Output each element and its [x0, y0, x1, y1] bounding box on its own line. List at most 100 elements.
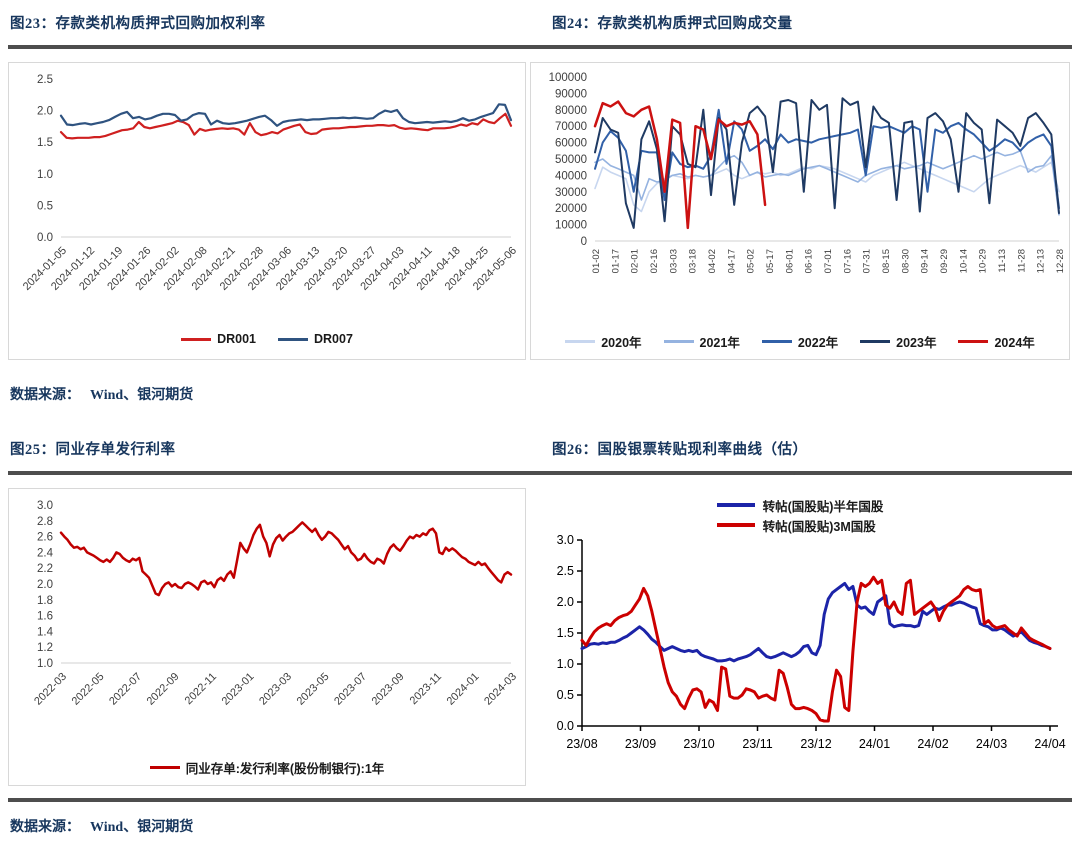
fig24-chart: 0 10000 20000 30000 40000 50000 60000 70000 8000…	[549, 72, 1066, 273]
y-tick-label: 20000	[555, 203, 587, 215]
y-tick-label: 0.0	[557, 719, 574, 733]
y-tick-label: 2.8	[37, 516, 53, 528]
fig24-panel: 0 10000 20000 30000 40000 50000 60000 70000 8000…	[530, 62, 1070, 360]
series-line-转帖(国股贴)3M国股	[580, 575, 1052, 723]
legend-item: 2021年	[663, 332, 740, 351]
y-tick-label: 1.5	[37, 137, 53, 149]
y-tick-label: 70000	[555, 121, 587, 133]
y-tick-label: 2.0	[37, 579, 53, 591]
y-tick-label: 2.0	[557, 595, 574, 609]
legend-label: DR007	[314, 332, 353, 346]
series-line-2024年	[593, 100, 767, 230]
legend-item: 2023年	[860, 332, 936, 351]
x-tick-label: 01-17	[610, 249, 621, 273]
x-tick-label: 2023-01	[220, 671, 257, 708]
legend-label: DR001	[217, 332, 256, 346]
x-tick-label: 24/02	[917, 737, 948, 751]
source-value: Wind、银河期货	[90, 820, 194, 835]
legend-label: 转帖(国股贴)半年国股	[762, 499, 884, 514]
y-tick-label: 2.5	[557, 564, 574, 578]
source-label: 数据来源：	[10, 388, 80, 403]
x-tick-label: 23/10	[683, 737, 714, 751]
legend-label: 2021年	[699, 336, 740, 350]
y-tick-label: 1.0	[37, 169, 53, 181]
x-tick-label: 08-30	[900, 249, 911, 273]
fig25-chart: 1.0 1.2 1.4 1.6 1.8 2.0 2.2 2.4 2.6 2.8 3.0 2022-03…	[32, 500, 519, 708]
y-tick-label: 1.8	[37, 595, 53, 607]
legend-line-swatch	[958, 340, 989, 343]
legend-line-swatch	[181, 337, 212, 341]
x-tick-label: 23/08	[566, 737, 597, 751]
x-tick-label: 2024-01	[445, 671, 482, 708]
x-tick-label: 2023-11	[408, 671, 444, 707]
y-tick-label: 30000	[555, 187, 587, 199]
fig26-legend-wrap: 转帖(国股贴)半年国股 转帖(国股贴)3M国股	[530, 490, 1070, 534]
fig26-legend: 转帖(国股贴)半年国股 转帖(国股贴)3M国股	[716, 496, 884, 535]
charts-row-2: 1.0 1.2 1.4 1.6 1.8 2.0 2.2 2.4 2.6 2.8 3.0 2022-03…	[8, 488, 1072, 786]
y-tick-label: 90000	[555, 88, 587, 100]
x-tick-label: 06-01	[784, 249, 795, 273]
x-tick-label: 04-17	[726, 249, 737, 273]
fig23-title: 图23：存款类机构质押式回购加权利率	[10, 16, 266, 32]
legend-item: 2022年	[761, 332, 839, 351]
x-tick-label: 2023-05	[295, 671, 332, 708]
fig24-title: 图24：存款类机构质押式回购成交量	[552, 16, 793, 32]
y-tick-label: 1.4	[37, 626, 54, 638]
legend-item: 2020年	[565, 332, 642, 351]
y-tick-label: 1.6	[37, 611, 53, 623]
y-tick-label: 0.5	[37, 200, 53, 212]
x-tick-label: 09-14	[920, 249, 931, 273]
fig25-legend: 同业存单:发行利率(股份制银行):1年	[9, 758, 525, 777]
x-tick-label: 24/01	[859, 737, 890, 751]
legend-line-swatch	[761, 340, 792, 343]
x-tick-label: 07-16	[842, 249, 853, 273]
y-tick-label: 2.4	[37, 547, 54, 559]
x-tick-label: 05-17	[765, 249, 776, 273]
series-line-DR001	[59, 112, 513, 140]
x-tick-label: 2022-05	[70, 671, 107, 708]
x-tick-label: 02-16	[649, 249, 660, 273]
x-tick-label: 24/04	[1034, 737, 1065, 751]
section-divider-bottom	[8, 798, 1072, 802]
section-divider-top	[8, 45, 1072, 49]
x-tick-label: 03-18	[688, 249, 699, 273]
legend-line-swatch	[716, 503, 755, 507]
fig26-title: 图26：国股银票转贴现利率曲线（估）	[552, 442, 808, 458]
fig25-panel: 1.0 1.2 1.4 1.6 1.8 2.0 2.2 2.4 2.6 2.8 3.0 2022-03…	[8, 488, 526, 786]
series-line-2021年	[594, 150, 1060, 216]
x-tick-label: 08-15	[881, 249, 892, 273]
x-tick-label: 11-13	[997, 249, 1008, 273]
charts-row-1: 0.0 0.5 1.0 1.5 2.0 2.5 2024-01-05 2024-01-12 20…	[8, 62, 1072, 360]
y-tick-label: 1.2	[37, 642, 53, 654]
legend-label: 2023年	[896, 336, 937, 350]
fig23-panel: 0.0 0.5 1.0 1.5 2.0 2.5 2024-01-05 2024-01-12 20…	[8, 62, 526, 360]
y-tick-label: 2.6	[37, 532, 53, 544]
legend-label: 2022年	[797, 336, 839, 350]
x-tick-label: 2023-09	[370, 671, 407, 708]
legend-item: DR001	[181, 332, 256, 346]
x-tick-label: 03-03	[668, 249, 679, 273]
fig25-title: 图25：同业存单发行利率	[10, 442, 176, 458]
y-tick-label: 1.0	[37, 658, 53, 670]
x-tick-label: 11-28	[1016, 249, 1027, 273]
fig23-legend: DR001 DR007	[9, 332, 525, 346]
x-tick-label: 02-01	[630, 249, 641, 273]
legend-line-swatch	[716, 523, 755, 527]
x-tick-label: 2024-03	[482, 671, 519, 708]
y-tick-label: 2.5	[37, 74, 53, 86]
legend-item: 转帖(国股贴)半年国股	[716, 496, 884, 515]
x-tick-label: 12-28	[1055, 249, 1066, 273]
y-tick-label: 0.0	[37, 232, 53, 244]
source-value: Wind、银河期货	[90, 388, 194, 403]
x-tick-label: 23/12	[800, 737, 831, 751]
x-tick-label: 04-02	[707, 249, 718, 273]
legend-item: 同业存单:发行利率(股份制银行):1年	[149, 758, 384, 777]
y-tick-label: 40000	[555, 170, 587, 182]
legend-label: 2020年	[601, 336, 642, 350]
fig24-legend: 2020年 2021年 2022年 2023年 2024年	[531, 332, 1069, 351]
legend-line-swatch	[565, 340, 596, 343]
y-tick-label: 60000	[555, 138, 587, 150]
legend-line-swatch	[663, 340, 694, 343]
y-tick-label: 2.0	[37, 106, 53, 118]
y-tick-label: 50000	[555, 154, 587, 166]
